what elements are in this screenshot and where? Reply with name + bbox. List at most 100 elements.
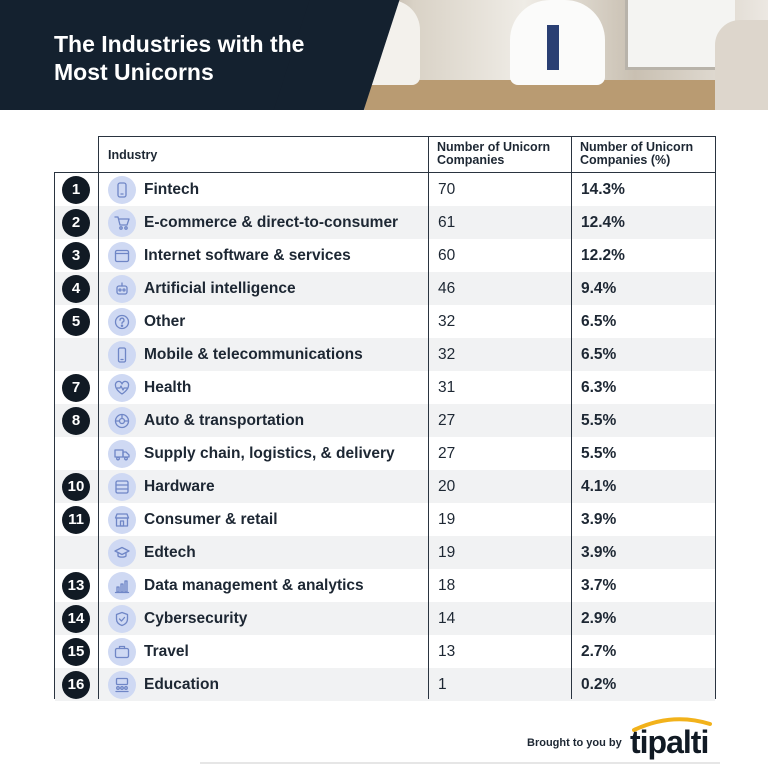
rank-badge: 8 — [62, 407, 90, 435]
unicorn-percent: 3.7% — [581, 577, 617, 594]
unicorn-count: 31 — [438, 379, 456, 396]
rank-badge: 1 — [62, 176, 90, 204]
logo-swoosh — [632, 717, 712, 732]
unicorn-table: 1 Fintech 70 14.3% 2 E-commerce & direct-to-c… — [54, 136, 716, 701]
unicorn-percent: 12.4% — [581, 214, 625, 231]
rank-badge: 7 — [62, 374, 90, 402]
unicorn-percent: 9.4% — [581, 280, 617, 297]
unicorn-count: 14 — [438, 610, 456, 627]
unicorn-percent: 12.2% — [581, 247, 625, 264]
unicorn-percent: 2.7% — [581, 643, 617, 660]
table-row: 7 Health 31 6.3% — [55, 371, 715, 404]
industry-name: Internet software & services — [144, 247, 351, 264]
delivery-truck-icon — [108, 440, 136, 468]
unicorn-percent: 5.5% — [581, 412, 617, 429]
rank-badge: 11 — [62, 506, 90, 534]
unicorn-count: 61 — [438, 214, 456, 231]
unicorn-percent: 2.9% — [581, 610, 617, 627]
table-row: 1 Fintech 70 14.3% — [55, 173, 715, 206]
rank-badge: 16 — [62, 671, 90, 699]
industry-name: Edtech — [144, 544, 196, 561]
mobile-phone-icon — [108, 341, 136, 369]
unicorn-percent: 4.1% — [581, 478, 617, 495]
table-row: 16 Education 1 0.2% — [55, 668, 715, 701]
table-row: 3 Internet software & services 60 12.2% — [55, 239, 715, 272]
industry-name: Education — [144, 676, 219, 693]
unicorn-count: 13 — [438, 643, 456, 660]
industry-name: Cybersecurity — [144, 610, 248, 627]
industry-name: Fintech — [144, 181, 200, 198]
heart-pulse-icon — [108, 374, 136, 402]
unicorn-percent: 6.5% — [581, 313, 617, 330]
phone-card-icon — [108, 176, 136, 204]
unicorn-count: 70 — [438, 181, 456, 198]
unicorn-count: 60 — [438, 247, 456, 264]
industry-name: Travel — [144, 643, 189, 660]
industry-name: E-commerce & direct-to-consumer — [144, 214, 399, 231]
rank-badge: 13 — [62, 572, 90, 600]
graduation-cap-icon — [108, 539, 136, 567]
industry-name: Consumer & retail — [144, 511, 278, 528]
table-row: 11 Consumer & retail 19 3.9% — [55, 503, 715, 536]
unicorn-count: 19 — [438, 511, 456, 528]
unicorn-percent: 6.3% — [581, 379, 617, 396]
wheel-icon — [108, 407, 136, 435]
table-row: 10 Hardware 20 4.1% — [55, 470, 715, 503]
storefront-icon — [108, 506, 136, 534]
rank-badge: 2 — [62, 209, 90, 237]
question-icon — [108, 308, 136, 336]
column-header-percent: Number of Unicorn Companies (%) — [580, 140, 694, 167]
unicorn-count: 19 — [438, 544, 456, 561]
column-header-count: Number of Unicorn Companies — [437, 140, 551, 167]
tipalti-logo: tipalti — [630, 724, 709, 760]
industry-name: Auto & transportation — [144, 412, 305, 429]
industry-name: Artificial intelligence — [144, 280, 296, 297]
table-row: Edtech 19 3.9% — [55, 536, 715, 569]
header-banner: The Industries with the Most Unicorns — [0, 0, 768, 110]
unicorn-count: 46 — [438, 280, 456, 297]
shield-icon — [108, 605, 136, 633]
rank-badge: 5 — [62, 308, 90, 336]
industry-name: Other — [144, 313, 186, 330]
unicorn-count: 1 — [438, 676, 447, 693]
table-row: 8 Auto & transportation 27 5.5% — [55, 404, 715, 437]
unicorn-percent: 14.3% — [581, 181, 625, 198]
unicorn-count: 18 — [438, 577, 456, 594]
unicorn-percent: 0.2% — [581, 676, 617, 693]
rank-badge: 15 — [62, 638, 90, 666]
classroom-icon — [108, 671, 136, 699]
unicorn-percent: 3.9% — [581, 544, 617, 561]
table-row: 4 Artificial intelligence 46 9.4% — [55, 272, 715, 305]
industry-name: Mobile & telecommunications — [144, 346, 363, 363]
suitcase-icon — [108, 638, 136, 666]
table-row: 14 Cybersecurity 14 2.9% — [55, 602, 715, 635]
table-row: 2 E-commerce & direct-to-consumer 61 12.4% — [55, 206, 715, 239]
unicorn-count: 32 — [438, 313, 456, 330]
table-row: 5 Other 32 6.5% — [55, 305, 715, 338]
rank-badge: 4 — [62, 275, 90, 303]
industry-name: Supply chain, logistics, & delivery — [144, 445, 395, 462]
table-row: 15 Travel 13 2.7% — [55, 635, 715, 668]
column-header-industry: Industry — [108, 148, 158, 162]
rank-badge: 14 — [62, 605, 90, 633]
table-row: 13 Data management & analytics 18 3.7% — [55, 569, 715, 602]
page-title: The Industries with the Most Unicorns — [54, 31, 305, 85]
unicorn-count: 32 — [438, 346, 456, 363]
brought-to-you-label: Brought to you by — [527, 737, 622, 749]
table-row: Mobile & telecommunications 32 6.5% — [55, 338, 715, 371]
unicorn-count: 27 — [438, 445, 456, 462]
robot-icon — [108, 275, 136, 303]
source-line — [200, 762, 720, 764]
industry-name: Hardware — [144, 478, 215, 495]
industry-name: Health — [144, 379, 192, 396]
browser-window-icon — [108, 242, 136, 270]
unicorn-percent: 6.5% — [581, 346, 617, 363]
analytics-chart-icon — [108, 572, 136, 600]
shopping-cart-icon — [108, 209, 136, 237]
industry-name: Data management & analytics — [144, 577, 364, 594]
unicorn-percent: 3.9% — [581, 511, 617, 528]
unicorn-percent: 5.5% — [581, 445, 617, 462]
table-row: Supply chain, logistics, & delivery 27 5.5… — [55, 437, 715, 470]
unicorn-count: 27 — [438, 412, 456, 429]
rank-badge: 10 — [62, 473, 90, 501]
